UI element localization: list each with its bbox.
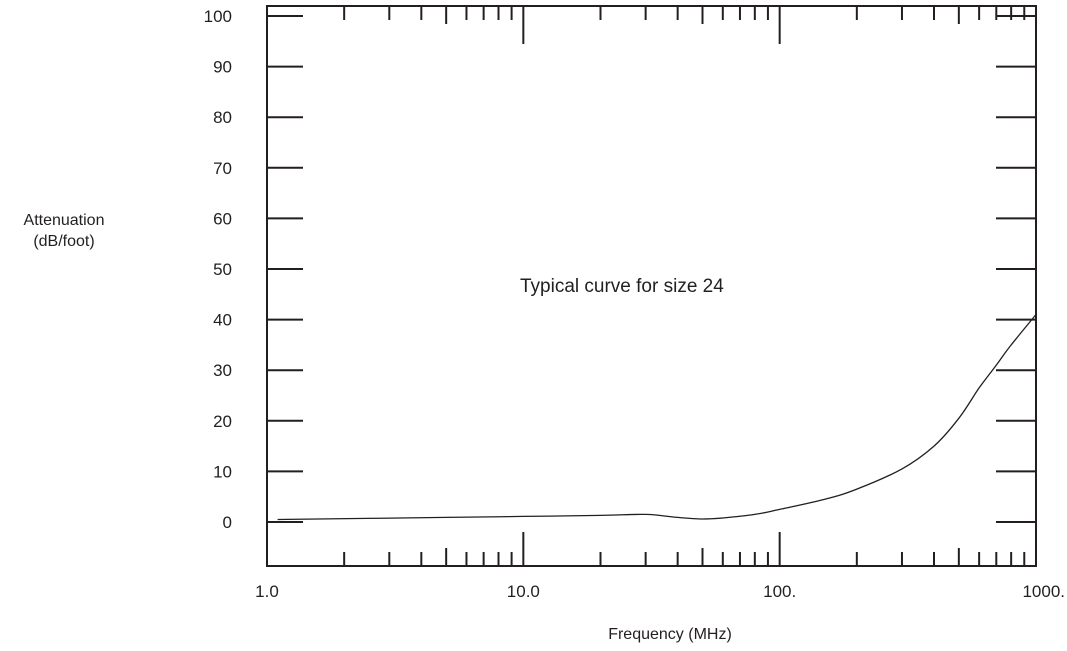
y-tick-label: 40	[213, 311, 232, 330]
x-axis-label: Frequency (MHz)	[608, 626, 732, 643]
attenuation-curve	[277, 314, 1037, 521]
y-tick-label: 100	[204, 7, 232, 26]
x-tick-label: 10.0	[507, 582, 540, 601]
chart-annotation: Typical curve for size 24	[520, 276, 724, 297]
y-tick-label: 50	[213, 260, 232, 279]
x-tick-label: 1.0	[255, 582, 279, 601]
y-axis-label-line-2: (dB/foot)	[33, 233, 95, 250]
y-axis-label: Attenuation (dB/foot)	[6, 210, 122, 252]
y-tick-label: 0	[223, 513, 232, 532]
y-tick-label: 80	[213, 108, 232, 127]
x-tick-label: 1000.	[1022, 582, 1065, 601]
y-axis-label-line-1: Attenuation	[23, 212, 105, 229]
x-tick-label: 100.	[763, 582, 796, 601]
plot-frame	[266, 5, 1037, 567]
y-tick-label: 90	[213, 58, 232, 77]
y-tick-label: 30	[213, 361, 232, 380]
y-tick-label: 60	[213, 209, 232, 228]
y-tick-label: 20	[213, 412, 232, 431]
y-tick-label: 10	[213, 462, 232, 481]
y-tick-label: 70	[213, 159, 232, 178]
